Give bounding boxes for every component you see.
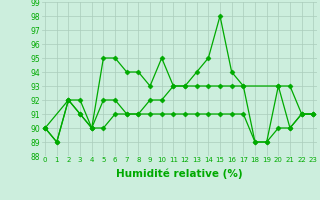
- X-axis label: Humidité relative (%): Humidité relative (%): [116, 169, 243, 179]
